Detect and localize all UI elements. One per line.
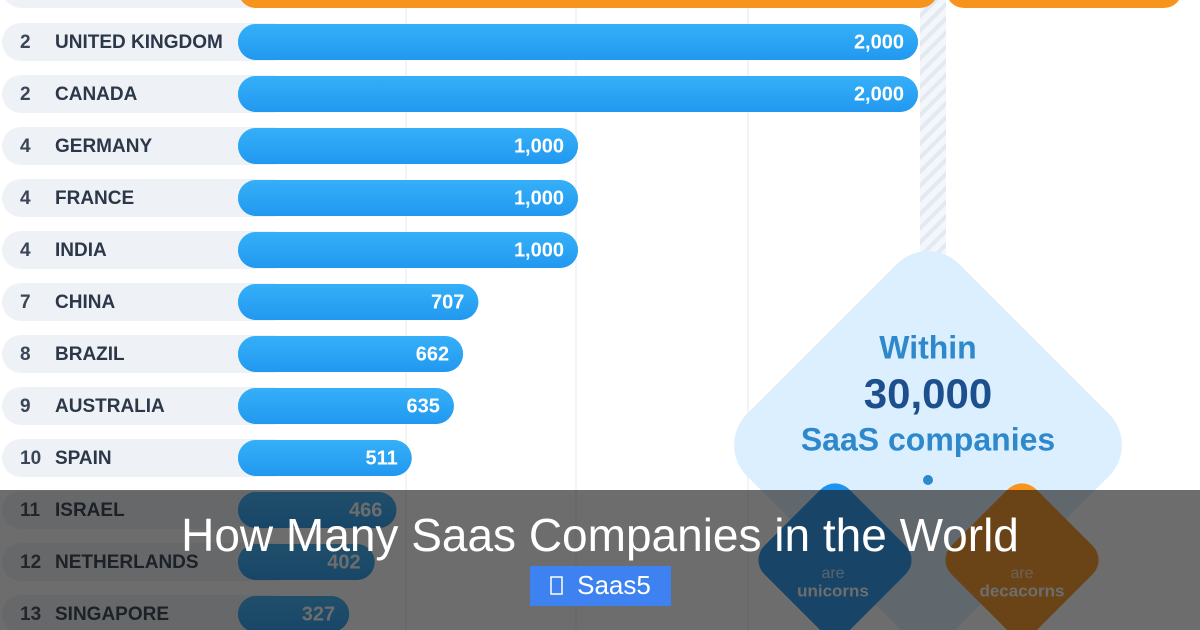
value-label: 511 [365,447,397,469]
badge[interactable] [530,566,671,606]
category-label: INDIA [55,240,107,261]
category-label: CANADA [55,84,138,105]
rank: 4 [20,136,31,157]
category-label: AUSTRALIA [55,396,165,417]
value-label: 1,000 [514,135,564,157]
value-label: 1,000 [514,187,564,209]
rank: 10 [20,448,41,469]
rank: 2 [20,84,31,105]
bar-shine [238,336,464,372]
category-label: FRANCE [55,188,134,209]
badge-text[interactable]: Saas5 [577,570,651,600]
bar-shine [238,232,578,268]
bar-shine [238,388,454,424]
bar-shine [238,440,412,476]
category-label: BRAZIL [55,344,125,365]
category-label: GERMANY [55,136,152,157]
overlay: How Many Saas Companies in the World Saa… [0,490,1200,630]
label-pill [2,439,292,477]
category-label: SPAIN [55,448,112,469]
value-label: 635 [407,395,440,417]
label-pill [2,387,292,425]
value-label: 2,000 [854,31,904,53]
value-label: 662 [416,343,449,365]
bar-shine [238,24,918,60]
label-pill [2,231,292,269]
callout-text: Within [879,329,976,365]
top-row [5,0,1179,8]
overlay-title: How Many Saas Companies in the World [181,509,1019,561]
label-pill [2,335,292,373]
bar-shine [238,76,918,112]
value-label: 2,000 [854,83,904,105]
label-pill [2,283,292,321]
category-label: UNITED KINGDOM [55,32,223,53]
bar-shine [238,284,479,320]
category-label: CHINA [55,292,115,313]
label-pill [2,23,292,61]
callout-number: 30,000 [864,370,992,417]
rank: 7 [20,292,31,313]
label-pill [2,75,292,113]
rank: 8 [20,344,31,365]
callout-text: SaaS companies [801,421,1055,457]
label-pill [2,179,292,217]
rank: 9 [20,396,31,417]
bar-shine [238,180,578,216]
label-pill [2,127,292,165]
bar-shine [238,128,578,164]
value-label: 1,000 [514,239,564,261]
rank: 4 [20,240,31,261]
value-label: 707 [431,291,464,313]
rank: 2 [20,32,31,53]
rank: 4 [20,188,31,209]
